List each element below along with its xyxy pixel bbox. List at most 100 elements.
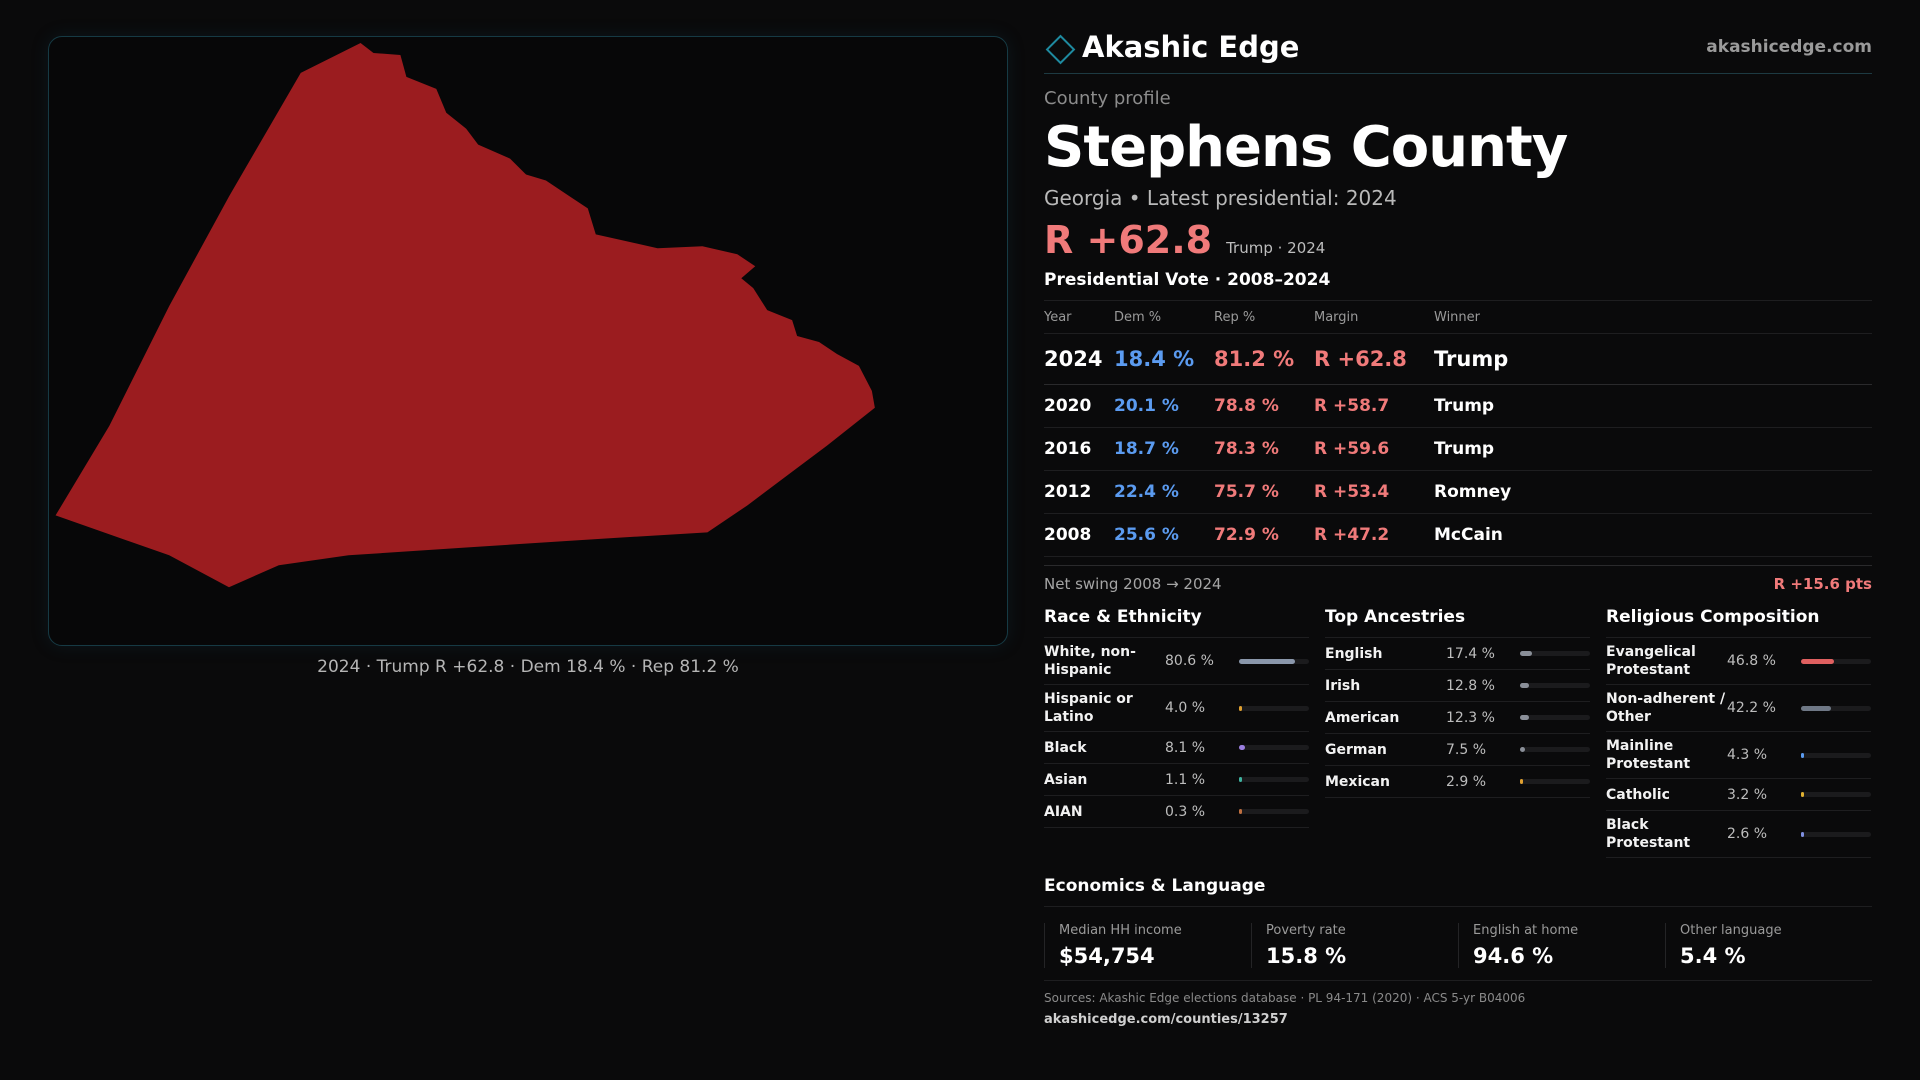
- swing-value: R +15.6 pts: [1773, 575, 1872, 593]
- item-label: German: [1325, 741, 1387, 758]
- profile-panel: Akashic Edge akashicedge.com County prof…: [1044, 30, 1872, 1027]
- row-winner: Romney: [1434, 470, 1872, 514]
- ancestry-heading: Top Ancestries: [1325, 607, 1590, 638]
- share-bar: [1239, 777, 1309, 782]
- race-heading: Race & Ethnicity: [1044, 607, 1309, 638]
- brand-header: Akashic Edge akashicedge.com: [1044, 30, 1872, 74]
- col-winner: Winner: [1434, 301, 1872, 334]
- headline-margin: R +62.8 Trump · 2024: [1044, 218, 1872, 262]
- item-value: 2.9 %: [1446, 773, 1487, 790]
- item-label: American: [1325, 709, 1400, 726]
- col-margin: Margin: [1314, 301, 1434, 334]
- county-shape: [55, 42, 875, 588]
- item-label: Hispanic or Latino: [1044, 691, 1133, 725]
- row-rep: 78.3 %: [1214, 427, 1314, 471]
- share-bar: [1239, 745, 1309, 750]
- table-row: 2008 25.6 % 72.9 % R +47.2 McCain: [1044, 513, 1872, 557]
- row-year: 2012: [1044, 470, 1114, 514]
- share-bar-fill: [1239, 705, 1242, 711]
- row-margin: R +59.6: [1314, 427, 1434, 471]
- religion-heading: Religious Composition: [1606, 607, 1871, 638]
- econ-value: 94.6 %: [1473, 944, 1554, 968]
- brand-url-link[interactable]: akashicedge.com: [1706, 36, 1872, 57]
- item-label: English: [1325, 645, 1383, 662]
- item-value: 12.8 %: [1446, 677, 1495, 694]
- econ-label: English at home: [1473, 923, 1579, 938]
- item-label: Asian: [1044, 771, 1088, 788]
- item-label: Mexican: [1325, 773, 1390, 790]
- share-bar: [1520, 651, 1590, 656]
- margin-note: Trump · 2024: [1226, 239, 1326, 257]
- brand-name: Akashic Edge: [1082, 29, 1300, 64]
- votes-table: Year Dem % Rep % Margin Winner 2024 18.4…: [1044, 301, 1872, 557]
- demographics: Race & Ethnicity White, non-Hispanic 80.6…: [1044, 607, 1872, 858]
- list-item: Asian 1.1 %: [1044, 764, 1309, 796]
- share-bar: [1520, 683, 1590, 688]
- econ-card-poverty: Poverty rate 15.8 %: [1251, 923, 1458, 968]
- table-row: 2024 18.4 % 81.2 % R +62.8 Trump: [1044, 333, 1872, 385]
- row-year: 2020: [1044, 384, 1114, 428]
- ancestry-section: Top Ancestries English 17.4 % Irish 12.8 % A…: [1325, 607, 1590, 858]
- brand[interactable]: Akashic Edge: [1044, 30, 1299, 64]
- item-value: 7.5 %: [1446, 741, 1487, 758]
- row-dem: 22.4 %: [1114, 470, 1214, 514]
- share-bar: [1801, 658, 1871, 664]
- margin-value: R +62.8: [1044, 218, 1213, 262]
- item-value: 3.2 %: [1727, 786, 1768, 803]
- county-subline: Georgia • Latest presidential: 2024: [1044, 186, 1397, 210]
- economics-cards: Median HH income $54,754 Poverty rate 15…: [1044, 923, 1872, 968]
- votes-header-row: Year Dem % Rep % Margin Winner: [1044, 301, 1872, 334]
- row-rep: 72.9 %: [1214, 513, 1314, 557]
- econ-value: 5.4 %: [1680, 944, 1746, 968]
- share-bar: [1239, 809, 1309, 814]
- county-map: [48, 36, 1008, 646]
- share-bar: [1801, 792, 1871, 797]
- econ-card-income: Median HH income $54,754: [1044, 923, 1251, 968]
- share-bar: [1801, 752, 1871, 758]
- row-winner: Trump: [1434, 333, 1872, 385]
- list-item: Hispanic or Latino 4.0 %: [1044, 685, 1309, 732]
- item-label: Catholic: [1606, 786, 1670, 803]
- table-row: 2012 22.4 % 75.7 % R +53.4 Romney: [1044, 470, 1872, 514]
- economics-heading: Economics & Language: [1044, 876, 1872, 907]
- list-item: Evangelical Protestant 46.8 %: [1606, 638, 1871, 685]
- map-caption: 2024 · Trump R +62.8 · Dem 18.4 % · Rep …: [317, 657, 739, 677]
- page-url-link[interactable]: akashicedge.com/counties/13257: [1044, 1012, 1288, 1027]
- share-bar-fill: [1520, 747, 1526, 752]
- item-label: Irish: [1325, 677, 1361, 694]
- table-row: 2020 20.1 % 78.8 % R +58.7 Trump: [1044, 384, 1872, 428]
- share-bar-fill: [1520, 715, 1529, 720]
- item-value: 1.1 %: [1165, 771, 1206, 788]
- list-item: Mainline Protestant 4.3 %: [1606, 732, 1871, 779]
- net-swing: Net swing 2008 → 2024 R +15.6 pts: [1044, 565, 1872, 593]
- item-label: Mainline Protestant: [1606, 738, 1691, 772]
- row-year: 2016: [1044, 427, 1114, 471]
- share-bar-fill: [1801, 705, 1831, 711]
- list-item: Black Protestant 2.6 %: [1606, 811, 1871, 858]
- share-bar-fill: [1239, 745, 1245, 750]
- table-row: 2016 18.7 % 78.3 % R +59.6 Trump: [1044, 427, 1872, 471]
- share-bar-fill: [1520, 651, 1533, 656]
- list-item: English 17.4 %: [1325, 638, 1590, 670]
- item-value: 12.3 %: [1446, 709, 1495, 726]
- item-label: Evangelical Protestant: [1606, 644, 1696, 678]
- share-bar-fill: [1801, 752, 1804, 758]
- list-item: AIAN 0.3 %: [1044, 796, 1309, 828]
- row-margin: R +47.2: [1314, 513, 1434, 557]
- share-bar: [1239, 705, 1309, 711]
- row-rep: 81.2 %: [1214, 333, 1314, 385]
- col-rep: Rep %: [1214, 301, 1314, 334]
- econ-label: Poverty rate: [1266, 923, 1346, 938]
- share-bar: [1520, 779, 1590, 784]
- col-year: Year: [1044, 301, 1114, 334]
- row-margin: R +58.7: [1314, 384, 1434, 428]
- econ-card-other-language: Other language 5.4 %: [1665, 923, 1872, 968]
- votes-heading: Presidential Vote · 2008–2024: [1044, 270, 1872, 301]
- row-margin: R +62.8: [1314, 333, 1434, 385]
- item-label: AIAN: [1044, 803, 1083, 820]
- list-item: Black 8.1 %: [1044, 732, 1309, 764]
- list-item: Non-adherent / Other 42.2 %: [1606, 685, 1871, 732]
- share-bar-fill: [1520, 683, 1529, 688]
- share-bar-fill: [1801, 831, 1804, 837]
- sources-note: Sources: Akashic Edge elections database…: [1044, 991, 1526, 1005]
